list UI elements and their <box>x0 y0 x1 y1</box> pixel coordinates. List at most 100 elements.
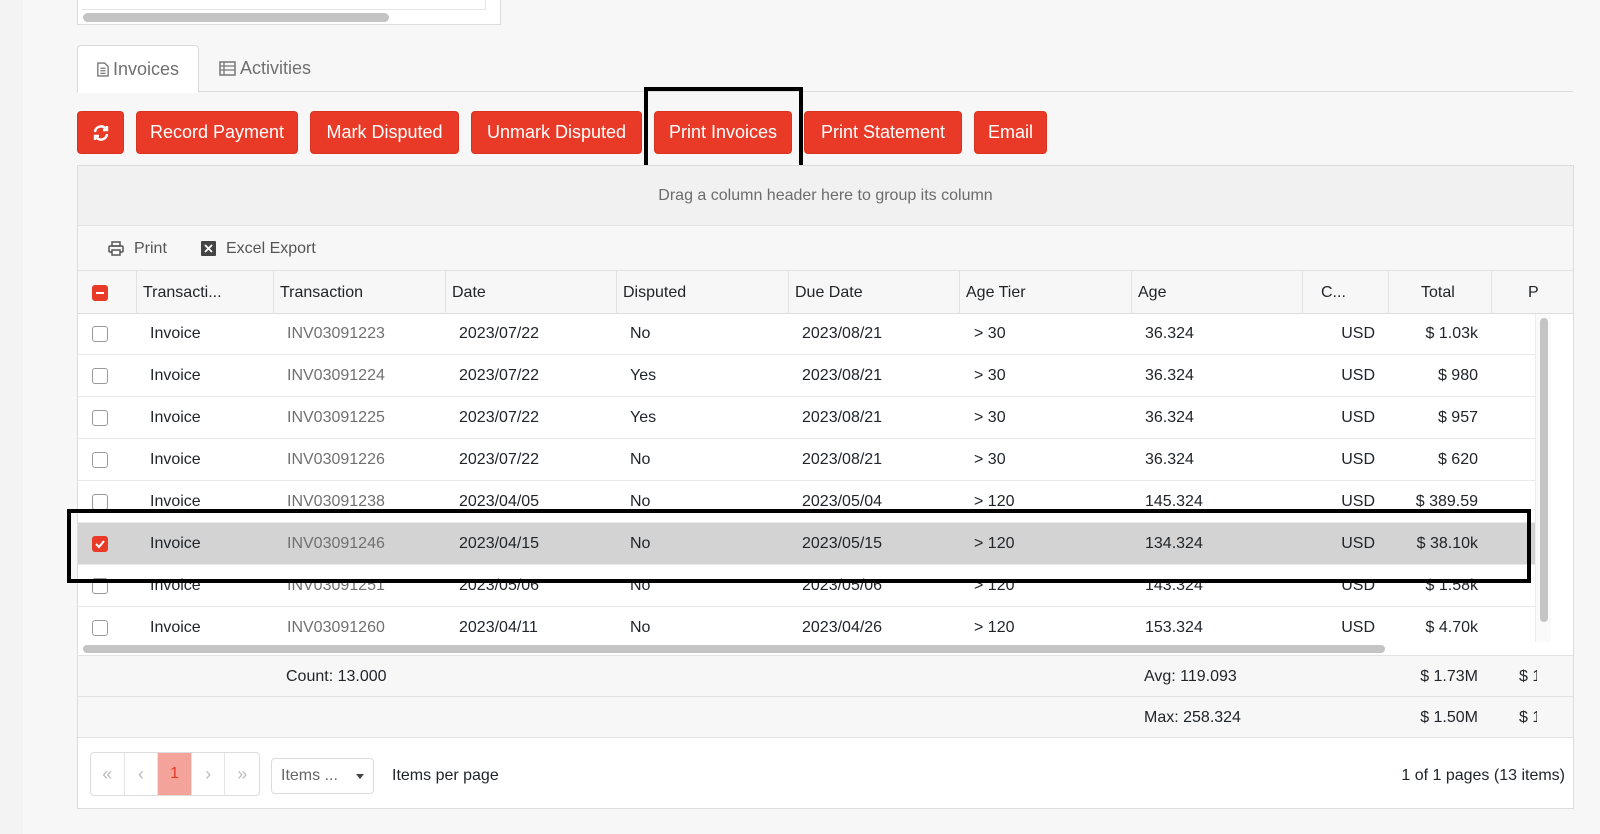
cell-age-tier: > 120 <box>974 619 1015 636</box>
table-row[interactable]: Invoice INV03091226 2023/07/22 No 2023/08/21… <box>78 439 1535 481</box>
cell-age-tier: > 120 <box>974 535 1015 552</box>
pager-buttons: « ‹ 1 › » <box>90 752 260 796</box>
cell-transaction[interactable]: INV03091246 <box>287 535 385 552</box>
top-panel-scrollbar[interactable] <box>83 13 389 22</box>
col-header-disputed[interactable]: Disputed <box>616 271 788 314</box>
row-select-cell[interactable] <box>92 523 112 565</box>
total-sum-aggregate: $ 1.73M <box>1420 667 1478 685</box>
cell-currency: USD <box>1341 535 1375 552</box>
horizontal-scrollbar-thumb[interactable] <box>83 645 1385 653</box>
cell-transaction-type: Invoice <box>150 409 201 426</box>
cell-currency: USD <box>1341 451 1375 468</box>
next-page-button[interactable]: › <box>192 753 226 795</box>
printer-icon <box>108 241 124 256</box>
cell-total: $ 38.10k <box>1416 535 1478 552</box>
group-panel[interactable]: Drag a column header here to group its c… <box>78 166 1573 226</box>
cell-age-tier: > 30 <box>974 367 1006 384</box>
cell-date: 2023/04/15 <box>459 535 540 552</box>
col-header-due-date[interactable]: Due Date <box>788 271 959 314</box>
cell-total: $ 957 <box>1437 409 1478 426</box>
cell-total: $ 980 <box>1437 367 1478 384</box>
cell-disputed: No <box>630 577 651 594</box>
cell-currency: USD <box>1341 325 1375 342</box>
row-checkbox[interactable] <box>92 326 108 342</box>
cell-transaction[interactable]: INV03091225 <box>287 409 385 426</box>
cell-transaction[interactable]: INV03091251 <box>287 577 385 594</box>
col-header-total[interactable]: Total <box>1388 271 1491 314</box>
row-checkbox[interactable] <box>92 578 108 594</box>
prev-page-button[interactable]: ‹ <box>125 753 159 795</box>
cell-disputed: No <box>630 619 651 636</box>
first-page-button[interactable]: « <box>91 753 125 795</box>
row-select-cell[interactable] <box>92 439 112 481</box>
cell-disputed: No <box>630 325 651 342</box>
table-row[interactable]: Invoice INV03091224 2023/07/22 Yes 2023/08/2… <box>78 355 1535 397</box>
row-select-cell[interactable] <box>92 314 112 355</box>
select-all-checkbox[interactable] <box>92 284 108 301</box>
cell-transaction-type: Invoice <box>150 535 201 552</box>
col-header-total-label: Total <box>1421 283 1455 301</box>
items-per-page-select[interactable]: Items ... <box>271 758 374 794</box>
last-page-button[interactable]: » <box>237 763 248 784</box>
col-header-age-tier[interactable]: Age Tier <box>959 271 1131 314</box>
cell-date: 2023/07/22 <box>459 367 540 384</box>
cell-transaction[interactable]: INV03091238 <box>287 493 385 510</box>
col-header-currency[interactable]: C... <box>1302 271 1388 314</box>
row-checkbox[interactable] <box>92 452 108 468</box>
vertical-scrollbar[interactable] <box>1535 314 1551 642</box>
table-row[interactable]: Invoice INV03091223 2023/07/22 No 2023/08/21… <box>78 314 1535 355</box>
row-checkbox[interactable] <box>92 494 108 510</box>
refresh-button[interactable] <box>77 111 124 154</box>
top-panel-inner <box>82 0 486 10</box>
col-header-transaction[interactable]: Transaction <box>273 271 445 314</box>
email-button[interactable]: Email <box>974 111 1047 154</box>
cell-transaction-type: Invoice <box>150 493 201 510</box>
table-row[interactable]: Invoice INV03091238 2023/04/05 No 2023/05/04… <box>78 481 1535 523</box>
col-header-p[interactable]: P <box>1491 271 1573 314</box>
excel-export-tool[interactable]: Excel Export <box>201 226 316 271</box>
unmark-disputed-button[interactable]: Unmark Disputed <box>471 111 642 154</box>
row-select-cell[interactable] <box>92 355 112 397</box>
row-select-cell[interactable] <box>92 607 112 642</box>
row-checkbox[interactable] <box>92 410 108 426</box>
tab-activities[interactable]: Activities <box>200 45 330 92</box>
row-checkbox[interactable] <box>92 536 108 552</box>
invoice-grid: Drag a column header here to group its c… <box>77 165 1574 809</box>
print-statement-button[interactable]: Print Statement <box>804 111 962 154</box>
select-all-cell[interactable] <box>78 271 136 314</box>
tab-invoices[interactable]: Invoices <box>77 45 199 93</box>
col-header-age[interactable]: Age <box>1131 271 1302 314</box>
table-list-icon <box>219 61 236 76</box>
row-select-cell[interactable] <box>92 397 112 439</box>
cell-transaction[interactable]: INV03091226 <box>287 451 385 468</box>
print-tool[interactable]: Print <box>108 226 167 271</box>
col-header-due-date-label: Due Date <box>795 283 863 301</box>
grid-rows: Invoice INV03091223 2023/07/22 No 2023/08/21… <box>78 314 1535 642</box>
print-invoices-button[interactable]: Print Invoices <box>654 111 792 154</box>
table-row[interactable]: Invoice INV03091246 2023/04/15 No 2023/05/15… <box>78 523 1535 565</box>
row-checkbox[interactable] <box>92 368 108 384</box>
col-header-transaction-type[interactable]: Transacti... <box>136 271 273 314</box>
row-select-cell[interactable] <box>92 565 112 607</box>
current-page-button[interactable]: 1 <box>158 753 192 795</box>
cell-transaction[interactable]: INV03091223 <box>287 325 385 342</box>
table-row[interactable]: Invoice INV03091225 2023/07/22 Yes 2023/08/2… <box>78 397 1535 439</box>
row-checkbox[interactable] <box>92 620 108 636</box>
cell-date: 2023/07/22 <box>459 451 540 468</box>
record-payment-button[interactable]: Record Payment <box>136 111 298 154</box>
total-max-aggregate: $ 1.50M <box>1420 708 1478 726</box>
cell-age: 153.324 <box>1145 619 1203 636</box>
table-row[interactable]: Invoice INV03091251 2023/05/06 No 2023/05/06… <box>78 565 1535 607</box>
horizontal-scrollbar[interactable] <box>78 642 1573 656</box>
excel-icon <box>201 241 216 256</box>
col-header-date[interactable]: Date <box>445 271 616 314</box>
row-select-cell[interactable] <box>92 481 112 523</box>
tab-activities-label: Activities <box>240 58 312 78</box>
cell-transaction-type: Invoice <box>150 619 201 636</box>
tab-strip: Invoices Activities <box>77 45 1573 93</box>
cell-transaction[interactable]: INV03091260 <box>287 619 385 636</box>
mark-disputed-button[interactable]: Mark Disputed <box>310 111 459 154</box>
cell-transaction[interactable]: INV03091224 <box>287 367 385 384</box>
vertical-scrollbar-thumb[interactable] <box>1540 318 1548 622</box>
table-row[interactable]: Invoice INV03091260 2023/04/11 No 2023/04/26… <box>78 607 1535 642</box>
